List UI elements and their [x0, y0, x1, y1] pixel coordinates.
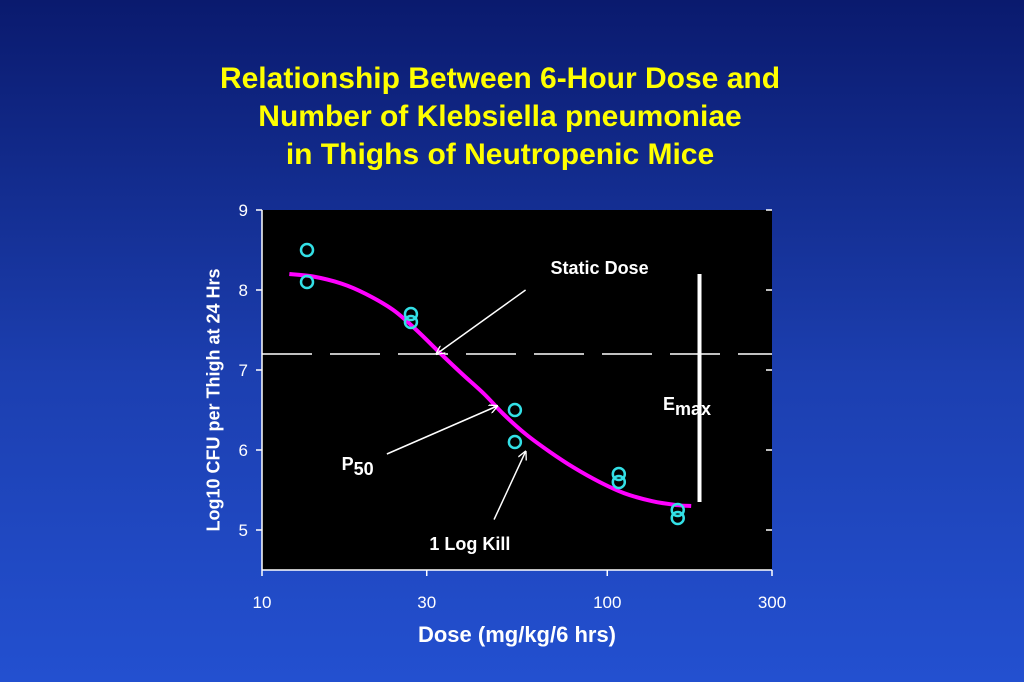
data-point: [670, 502, 685, 518]
y-tick-label: 8: [239, 281, 248, 300]
x-tick-label: 10: [253, 593, 272, 612]
title-line-3: in Thighs of Neutropenic Mice: [285, 138, 715, 171]
emax-label-main: E: [663, 394, 675, 414]
title-line-2: Number of Klebsiella pneumoniae: [258, 100, 742, 133]
y-tick-label: 5: [239, 521, 248, 540]
data-point: [403, 314, 419, 330]
fit-curve: [289, 272, 692, 508]
chart-title: Relationship Between 6-Hour Dose and Num…: [0, 60, 1000, 174]
y-tick-label: 7: [239, 361, 248, 380]
data-point: [507, 402, 523, 418]
title-line-1: Relationship Between 6-Hour Dose and: [219, 62, 781, 95]
data-point: [299, 274, 315, 290]
x-tick-label: 100: [593, 593, 621, 612]
x-tick-label: 300: [758, 593, 786, 612]
y-tick-label: 6: [239, 441, 248, 460]
x-tick-label: 30: [417, 593, 436, 612]
emax-label: Emax: [663, 394, 711, 419]
p50-label-main: P: [342, 454, 354, 474]
emax-label-sub: max: [675, 399, 711, 419]
x-axis-label: Dose (mg/kg/6 hrs): [417, 622, 617, 647]
p50-label-sub: 50: [354, 459, 374, 479]
static-dose-arrow: [436, 289, 527, 354]
y-tick-label: 9: [239, 201, 248, 220]
data-point: [403, 306, 419, 322]
data-point: [670, 510, 685, 526]
data-point: [611, 474, 627, 490]
plot-area: [262, 210, 772, 570]
log-kill-label: 1 Log Kill: [429, 534, 510, 554]
data-point: [507, 434, 523, 450]
static-dose-label: Static Dose: [551, 258, 649, 278]
p50-arrow: [386, 406, 497, 455]
data-point: [611, 466, 627, 482]
p50-label: P50: [342, 454, 374, 479]
data-point: [299, 242, 315, 258]
log-kill-arrow: [493, 452, 526, 520]
